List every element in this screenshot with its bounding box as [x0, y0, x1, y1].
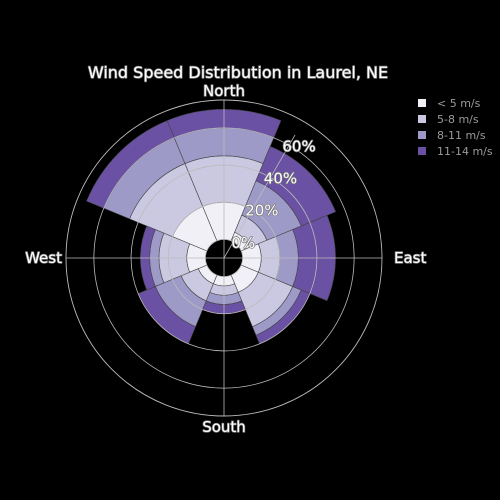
direction-label-south: South	[202, 418, 246, 436]
legend-label: 5-8 m/s	[437, 113, 479, 126]
sector-NE-series-3[interactable]	[255, 145, 337, 227]
direction-label-east: East	[394, 249, 426, 267]
radial-tick-label: 60%	[282, 137, 315, 155]
legend-swatch	[418, 115, 426, 123]
legend-item[interactable]: < 5 m/s	[418, 97, 481, 110]
legend-label: < 5 m/s	[437, 97, 481, 110]
legend-swatch	[418, 131, 426, 139]
legend-swatch	[418, 99, 426, 107]
radial-tick-label: 20%	[245, 202, 278, 220]
legend-swatch	[418, 147, 426, 155]
chart-title: Wind Speed Distribution in Laurel, NE	[88, 63, 388, 82]
label-layer: 0% 20% 40% 60% North East South West	[24, 81, 427, 436]
legend-label: 11-14 m/s	[437, 145, 493, 158]
legend[interactable]: < 5 m/s 5-8 m/s 8-11 m/s 11-14 m/s	[418, 97, 493, 158]
direction-label-north: North	[203, 82, 245, 100]
radial-tick-label: 0%	[231, 234, 255, 252]
radial-tick-label: 40%	[264, 170, 297, 188]
direction-label-west: West	[25, 249, 62, 267]
legend-item[interactable]: 5-8 m/s	[418, 113, 479, 126]
polar-grid	[65, 99, 383, 417]
legend-item[interactable]: 8-11 m/s	[418, 129, 486, 142]
legend-item[interactable]: 11-14 m/s	[418, 145, 493, 158]
radial-axis	[223, 134, 296, 259]
legend-label: 8-11 m/s	[437, 129, 486, 142]
